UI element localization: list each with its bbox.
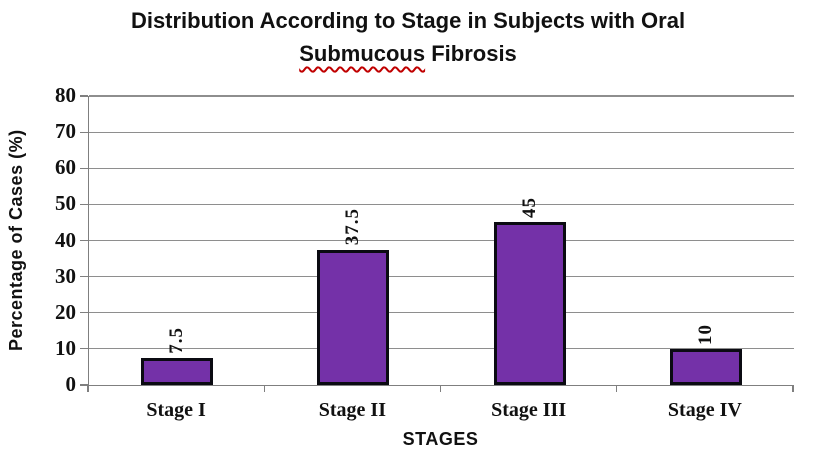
y-tick-mark-80: [80, 95, 88, 97]
y-tick-label-10: 10: [55, 335, 76, 360]
bar-value-label-stage-i: 7.5: [166, 327, 188, 354]
x-tick-label-stage-iii: Stage III: [491, 399, 567, 421]
y-tick-mark-30: [80, 276, 88, 278]
chart-title-line2-rest: Fibrosis: [425, 41, 517, 66]
y-tick-label-50: 50: [55, 191, 76, 216]
bar-stage-iv: [669, 348, 742, 385]
gridline-y60: [89, 167, 794, 169]
bar-value-label-stage-iv: 10: [694, 323, 716, 345]
y-tick-label-80: 80: [55, 83, 76, 107]
x-tick-mark-1: [263, 385, 265, 392]
y-tick-mark-70: [80, 131, 88, 133]
bar-stage-i: [141, 357, 214, 385]
y-tick-label-20: 20: [55, 299, 76, 324]
gridline-y80: [89, 95, 794, 97]
bar-value-label-stage-iii: 45: [518, 197, 540, 219]
y-tick-label-60: 60: [55, 155, 76, 180]
y-tick-mark-10: [80, 348, 88, 350]
y-tick-mark-50: [80, 203, 88, 205]
x-tick-label-stage-iv: Stage IV: [667, 399, 742, 421]
x-axis-title: STAGES: [402, 429, 479, 449]
y-tick-label-30: 30: [55, 263, 76, 288]
y-tick-label-0: 0: [65, 372, 77, 396]
plot-area: 7.5 37.5 45 10: [88, 95, 794, 386]
x-tick-mark-2: [439, 385, 442, 392]
y-tick-mark-20: [80, 312, 88, 314]
x-tick-label-stage-ii: Stage II: [318, 399, 386, 421]
gridline-y50: [89, 203, 794, 205]
chart-title-line2: Submucous Fibrosis: [0, 37, 816, 70]
y-tick-mark-0: [80, 384, 88, 386]
y-tick-label-70: 70: [55, 119, 76, 144]
gridline-y40: [89, 239, 794, 242]
y-tick-mark-40: [80, 239, 88, 242]
spellchecked-word: Submucous: [299, 41, 426, 66]
x-tick-mark-4: [792, 385, 794, 392]
gridline-y30: [89, 276, 794, 278]
gridline-y70: [89, 131, 794, 133]
gridline-y10: [89, 348, 794, 350]
bar-stage-ii: [317, 249, 390, 385]
x-tick-label-stage-i: Stage I: [146, 399, 206, 421]
bar-stage-iii: [493, 222, 566, 385]
y-tick-label-40: 40: [55, 227, 76, 252]
gridline-y20: [89, 312, 794, 314]
bar-value-label-stage-ii: 37.5: [342, 208, 364, 246]
chart-title-line1: Distribution According to Stage in Subje…: [130, 8, 686, 33]
x-tick-mark-0: [87, 385, 89, 392]
y-tick-mark-60: [80, 167, 88, 169]
chart-title: Distribution According to Stage in Subje…: [0, 4, 816, 70]
x-tick-mark-3: [616, 385, 618, 392]
